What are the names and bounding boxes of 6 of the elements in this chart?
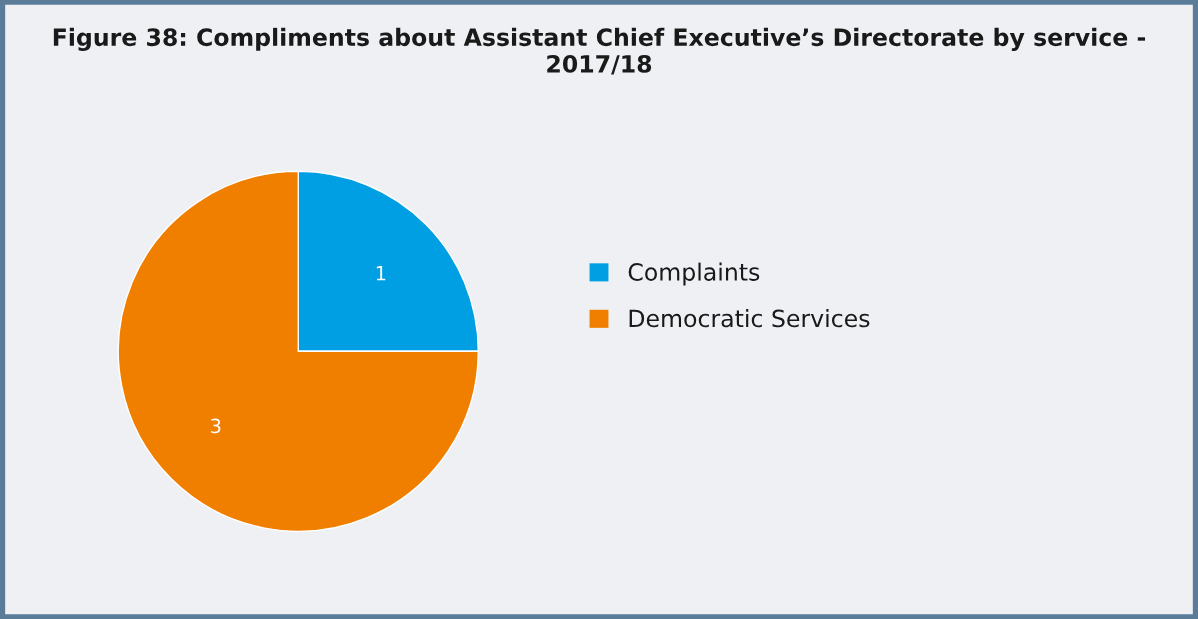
pie-slice (117, 170, 480, 532)
legend-label: Democratic Services (629, 309, 870, 328)
chart-title: Figure 38: Compliments about Assistant Chief Executive’s Directorate by service - 2017/18 (53, 27, 1146, 75)
data-label: 1 (376, 266, 386, 281)
legend-label: Complaints (628, 262, 760, 286)
data-label: 3 (211, 418, 221, 434)
